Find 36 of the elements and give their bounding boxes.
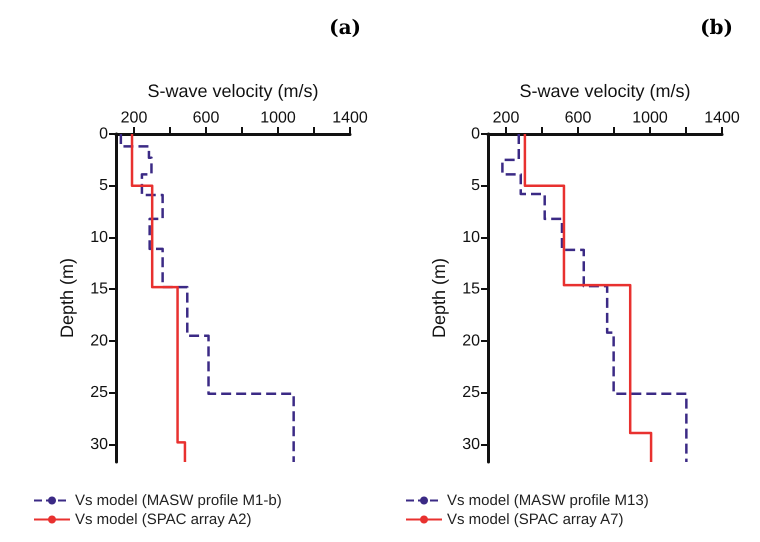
y-tick-label: 20	[90, 332, 108, 350]
y-tick-label: 15	[90, 280, 108, 298]
x-tick-label: 1000	[260, 110, 296, 126]
y-tick-label: 0	[471, 126, 480, 142]
legend-label: Vs model (SPAC array A7)	[447, 511, 624, 528]
y-axis-title: Depth (m)	[429, 258, 449, 338]
chart-title: (b)	[700, 15, 734, 39]
legend-label: Vs model (SPAC array A2)	[75, 511, 252, 528]
x-tick-label: 200	[120, 110, 148, 126]
chart-title: (a)	[329, 15, 362, 39]
y-tick-label: 5	[99, 177, 108, 194]
y-tick-label: 30	[462, 436, 480, 453]
y-tick-label: 10	[462, 228, 480, 246]
y-tick-label: 0	[99, 126, 108, 142]
x-tick-label: 1000	[632, 110, 668, 126]
line-series	[120, 132, 295, 464]
x-tick-label: 200	[492, 110, 520, 126]
y-tick-label: 30	[90, 436, 108, 453]
y-tick-label: 10	[90, 228, 108, 246]
y-tick-label: 25	[90, 384, 108, 402]
legend-label: Vs model (MASW profile M1-b)	[75, 492, 282, 509]
x-tick-label: 600	[192, 110, 220, 126]
x-tick-label: 1400	[704, 110, 740, 126]
y-tick-label: 25	[462, 384, 480, 402]
x-tick-label: 1400	[332, 110, 368, 126]
line-series	[130, 132, 186, 464]
y-tick-label: 5	[471, 177, 480, 194]
line-series	[501, 132, 688, 464]
y-tick-label: 15	[462, 280, 480, 298]
y-tick-label: 20	[462, 332, 480, 350]
x-axis-title: S-wave velocity (m/s)	[147, 81, 319, 101]
x-tick-label: 600	[564, 110, 592, 126]
line-series	[524, 132, 652, 464]
x-axis-title: S-wave velocity (m/s)	[519, 81, 691, 101]
legend-label: Vs model (MASW profile M13)	[447, 492, 649, 509]
y-axis-title: Depth (m)	[57, 258, 77, 338]
